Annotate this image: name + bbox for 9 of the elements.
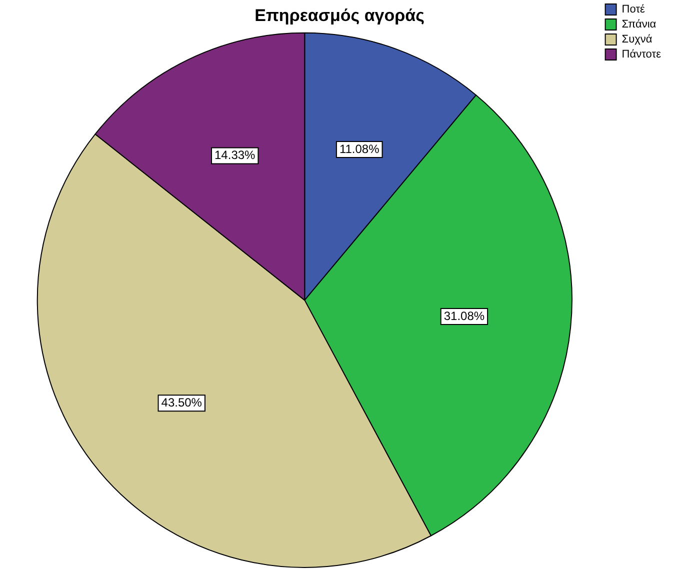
data-label: 31.08% (444, 308, 485, 323)
legend-label: Συχνά (622, 34, 653, 46)
data-label: 14.33% (214, 148, 256, 162)
legend-label: Σπάνια (622, 18, 657, 31)
data-label: 43.50% (161, 395, 202, 410)
data-label: 11.08% (339, 142, 380, 156)
chart-title: Επηρεασμός αγοράς (254, 6, 425, 25)
legend-label: Ποτέ (622, 4, 646, 16)
legend-label: Πάντοτε (622, 48, 662, 61)
